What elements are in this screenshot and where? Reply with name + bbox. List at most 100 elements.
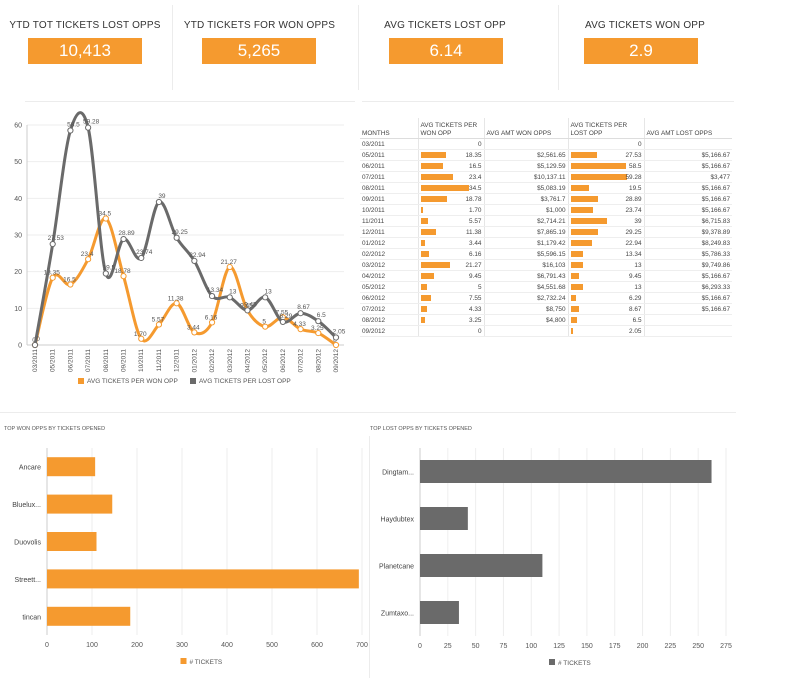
x-tick-label: 03/2011 bbox=[32, 349, 39, 372]
table-cell: 01/2012 bbox=[360, 237, 418, 249]
data-label: 13.34 bbox=[207, 287, 224, 294]
divider bbox=[358, 5, 359, 90]
table-cell bbox=[643, 314, 732, 326]
bar bbox=[420, 554, 543, 577]
series-line bbox=[33, 216, 337, 347]
x-tick-label: 03/2012 bbox=[227, 349, 234, 373]
table-cell-value: 34.5 bbox=[469, 184, 482, 192]
table-cell: 13 bbox=[567, 281, 644, 293]
data-label: 6.29 bbox=[280, 313, 293, 320]
table-cell: 11/2011 bbox=[360, 215, 418, 227]
data-point bbox=[279, 318, 286, 326]
table-cell-bar bbox=[420, 251, 430, 257]
table-cell-bar bbox=[420, 196, 447, 202]
data-point bbox=[120, 273, 127, 280]
table-cell-value: 29.25 bbox=[625, 228, 642, 236]
data-label: 0 bbox=[36, 336, 40, 343]
x-tick-label: 500 bbox=[266, 642, 278, 649]
data-label: 18.78 bbox=[114, 268, 131, 275]
table-cell-bar bbox=[420, 185, 469, 191]
table-cell-bar bbox=[420, 317, 426, 323]
legend-label: AVG TICKETS PER WON OPP bbox=[87, 378, 178, 385]
data-point bbox=[173, 300, 180, 307]
kpi-avg-lost: AVG TICKETS LOST OPP 6.14 bbox=[359, 0, 531, 90]
column-header[interactable]: MONTHS bbox=[360, 118, 418, 139]
data-point bbox=[67, 127, 74, 134]
data-label: 5 bbox=[262, 319, 266, 326]
won-bar-chart-title: TOP WON OPPS BY TICKETS OPENED bbox=[4, 426, 106, 432]
data-point bbox=[262, 323, 269, 330]
y-tick-label: 40 bbox=[14, 196, 22, 203]
table-cell-bar bbox=[570, 196, 598, 202]
data-point bbox=[208, 319, 216, 326]
data-point bbox=[332, 334, 340, 341]
table-cell: $16,103 bbox=[483, 259, 568, 271]
data-point bbox=[297, 326, 304, 333]
table-cell-value: 9.45 bbox=[469, 272, 482, 280]
table-cell: 06/2011 bbox=[360, 160, 418, 172]
x-tick-label: 06/2011 bbox=[67, 349, 74, 372]
x-tick-label: 08/2011 bbox=[103, 349, 110, 372]
table-cell-bar bbox=[570, 251, 584, 257]
data-label: 9.45 bbox=[244, 301, 257, 308]
legend-swatch bbox=[78, 378, 84, 384]
table-cell-bar bbox=[420, 240, 426, 246]
category-label: Duovolis bbox=[14, 540, 41, 547]
table-cell: 11.38 bbox=[417, 226, 484, 238]
table-cell: $5,166.67 bbox=[643, 303, 732, 315]
kpi-value: 5,265 bbox=[202, 38, 316, 64]
x-tick-label: 0 bbox=[418, 643, 422, 650]
kpi-title: AVG TICKETS WON OPP bbox=[584, 20, 706, 31]
x-tick-label: 02/2012 bbox=[209, 349, 216, 373]
table-cell: 0 bbox=[417, 325, 484, 337]
x-tick-label: 200 bbox=[637, 643, 649, 650]
y-tick-label: 50 bbox=[14, 159, 22, 166]
y-tick-label: 30 bbox=[14, 233, 22, 240]
data-point bbox=[85, 256, 92, 263]
divider bbox=[25, 101, 355, 102]
column-header[interactable]: AVG AMT LOST OPPS bbox=[643, 118, 732, 139]
x-tick-label: 125 bbox=[553, 643, 565, 650]
won-bar-chart: 0 100 200 300 400 500 600 700 Ancare Bluelux... Du… bbox=[12, 448, 368, 666]
table-row: 09/2011 18.78 $3,761.7 28.89 $5,166.67 bbox=[360, 193, 732, 205]
table-cell: $5,129.59 bbox=[483, 160, 568, 172]
data-point bbox=[155, 198, 163, 206]
table-row: 06/2012 7.55 $2,732.24 6.29 $5,166.67 bbox=[360, 292, 732, 304]
table-cell: 19.5 bbox=[567, 182, 644, 194]
table-cell-value: 7.55 bbox=[469, 294, 482, 302]
data-label: 13 bbox=[229, 288, 237, 295]
table-cell: 23.74 bbox=[567, 204, 644, 216]
category-label: Planetcane bbox=[379, 564, 414, 571]
table-cell: 06/2012 bbox=[360, 292, 418, 304]
data-point bbox=[226, 294, 233, 301]
data-label: 0 bbox=[32, 337, 36, 344]
table-row: 08/2011 34.5 $5,083.19 19.5 $5,166.67 bbox=[360, 182, 732, 194]
column-header[interactable]: AVG TICKETS PER LOST OPP bbox=[567, 118, 644, 139]
column-header[interactable]: AVG AMT WON OPPS bbox=[483, 118, 568, 139]
table-cell: $5,596.15 bbox=[483, 248, 568, 260]
data-label: 3.25 bbox=[311, 325, 324, 332]
column-header[interactable]: AVG TICKETS PER WON OPP bbox=[417, 118, 484, 139]
table-cell: $5,786.33 bbox=[643, 248, 732, 260]
table-header-row: MONTHS AVG TICKETS PER WON OPP AVG AMT WON… bbox=[360, 118, 732, 139]
table-cell: $9,378.89 bbox=[643, 226, 732, 238]
data-label: 21.27 bbox=[221, 259, 238, 266]
table-cell bbox=[483, 325, 568, 337]
kpi-value: 2.9 bbox=[584, 38, 698, 64]
table-cell-value: 18.78 bbox=[465, 195, 482, 203]
table-cell-value: 16.5 bbox=[469, 162, 482, 170]
table-cell-bar bbox=[570, 284, 583, 290]
data-label: 22.94 bbox=[189, 252, 206, 259]
table-cell: 22.94 bbox=[567, 237, 644, 249]
table-cell: 21.27 bbox=[417, 259, 484, 271]
table-row: 05/2011 18.35 $2,561.65 27.53 $5,166.67 bbox=[360, 149, 732, 161]
divider bbox=[369, 436, 370, 678]
y-tick-label: 60 bbox=[14, 123, 22, 130]
bar bbox=[420, 601, 459, 624]
lost-bar-chart-title: TOP LOST OPPS BY TICKETS OPENED bbox=[370, 426, 472, 432]
table-row: 03/2011 0 0 bbox=[360, 138, 732, 150]
table-cell: 12/2011 bbox=[360, 226, 418, 238]
table-cell-bar bbox=[420, 295, 431, 301]
table-cell-bar bbox=[420, 207, 423, 213]
table-cell: $10,137.11 bbox=[483, 171, 568, 183]
